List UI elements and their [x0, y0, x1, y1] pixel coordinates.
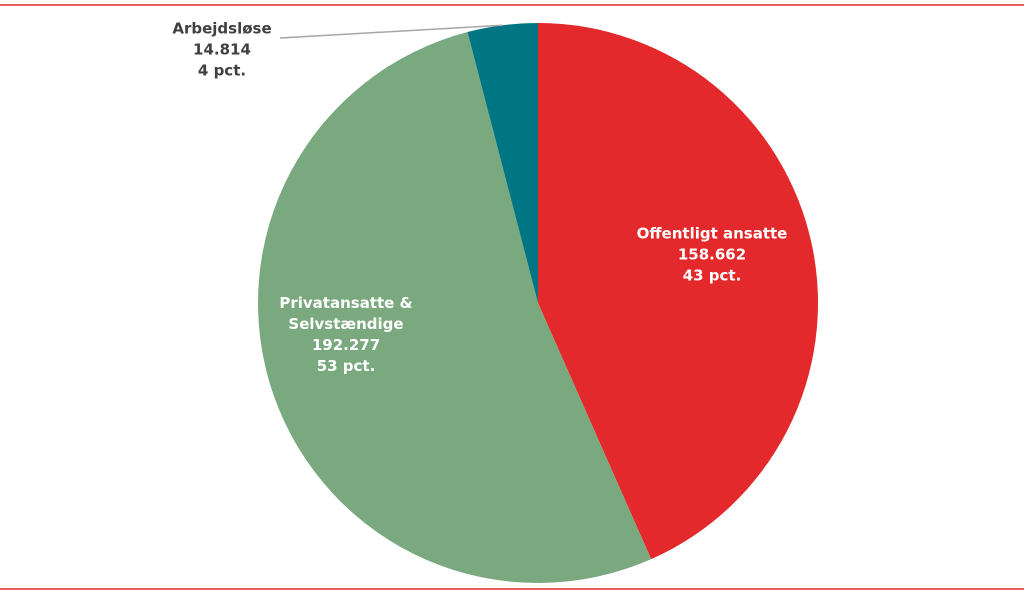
category-label: Privatansatte & Selvstændige — [279, 294, 413, 333]
category-label: Offentligt ansatte — [636, 224, 788, 243]
pie-slice — [467, 23, 538, 303]
slice-label: Offentligt ansatte 158.662 43 pct. — [612, 224, 812, 287]
value-label: 192.277 — [311, 336, 381, 354]
value-label: 14.814 — [193, 40, 251, 59]
category-label: Arbejdsløse — [172, 19, 272, 38]
leader-line — [279, 24, 503, 39]
percentage-label: 4 pct. — [197, 61, 247, 80]
value-label: 158.662 — [677, 245, 747, 264]
percentage-label: 53 pct. — [316, 357, 376, 375]
pie-slice — [258, 32, 652, 584]
slice-label: Arbejdsløse 14.814 4 pct. — [142, 19, 302, 82]
percentage-label: 43 pct. — [682, 266, 742, 285]
pie-slice — [538, 23, 819, 560]
slice-label: Privatansatte & Selvstændige 192.277 53 pc… — [276, 293, 416, 377]
